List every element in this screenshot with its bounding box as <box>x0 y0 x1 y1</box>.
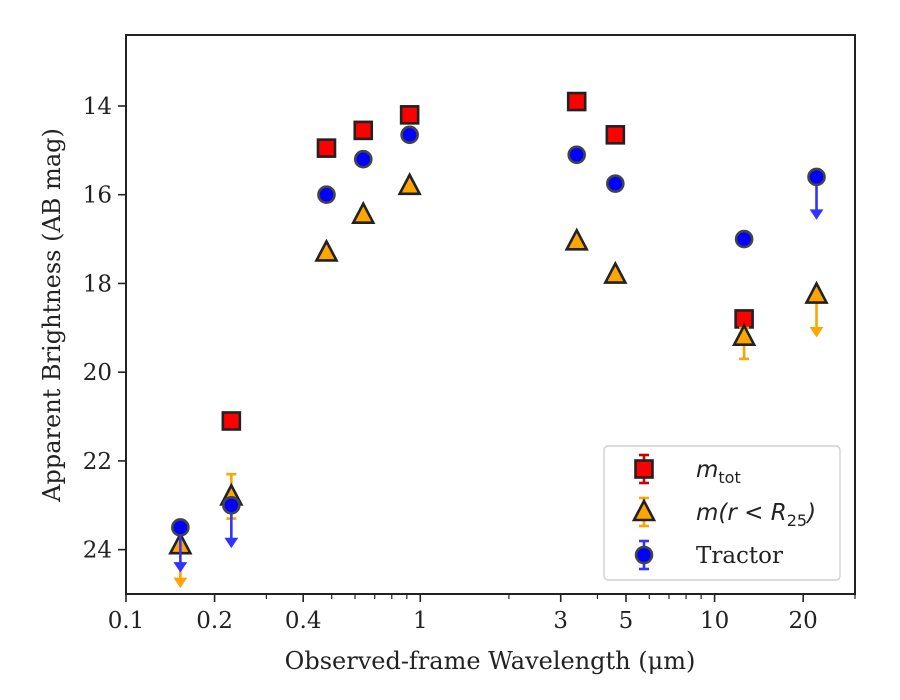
data-point <box>351 200 376 224</box>
data-point <box>222 495 241 515</box>
data-point <box>567 145 587 165</box>
data-point <box>314 238 339 262</box>
data-point <box>566 91 587 112</box>
data-point <box>221 411 242 431</box>
data-point <box>399 105 420 125</box>
legend-label: mtot <box>696 457 741 487</box>
upper-limit-arrow-head <box>809 209 824 220</box>
data-point <box>353 120 374 141</box>
series-2 <box>171 125 826 573</box>
legend-entry: mtot <box>634 453 741 487</box>
legend-label: m(r < R25) <box>696 500 816 530</box>
data-point <box>353 149 373 169</box>
x-tick-label: 0.2 <box>196 608 233 634</box>
x-tick-label: 3 <box>553 608 568 634</box>
y-tick-label: 20 <box>83 360 112 386</box>
data-point <box>171 518 190 537</box>
legend-box <box>603 445 841 581</box>
upper-limit-arrow-head <box>173 577 188 589</box>
data-point <box>316 138 337 158</box>
data-point <box>400 125 419 145</box>
data-point <box>317 185 336 205</box>
y-tick-label: 18 <box>83 271 112 297</box>
legend: mtot m(r < R25) Tractor <box>603 445 841 581</box>
legend-marker <box>634 545 654 565</box>
y-tick-label: 14 <box>83 94 112 120</box>
data-point <box>603 260 628 284</box>
data-point <box>606 174 625 193</box>
upper-limit-arrow-head <box>224 537 239 549</box>
upper-limit-arrow-head <box>173 562 188 573</box>
y-tick-label: 24 <box>83 538 112 564</box>
data-point <box>564 227 589 251</box>
upper-limit-arrow-head <box>809 326 824 338</box>
data-point <box>804 280 829 304</box>
y-tick-label: 22 <box>83 449 112 475</box>
data-point <box>397 172 422 196</box>
x-tick-label: 5 <box>619 608 634 634</box>
x-tick-label: 10 <box>700 608 729 634</box>
legend-label: Tractor <box>696 543 783 569</box>
legend-entry: m(r < R25) <box>631 496 816 530</box>
x-tick-label: 1 <box>413 608 428 634</box>
data-point <box>734 229 754 249</box>
plot-frame <box>125 34 856 595</box>
legend-marker <box>631 498 657 522</box>
data-point <box>807 167 826 187</box>
y-tick-label: 16 <box>83 183 112 209</box>
x-axis-label: Observed-frame Wavelength (μm) <box>285 647 696 675</box>
legend-marker <box>634 459 654 479</box>
legend-entry: Tractor <box>634 539 783 571</box>
data-point <box>605 125 626 145</box>
x-tick-label: 0.4 <box>285 608 322 634</box>
x-tick-label: 20 <box>789 608 818 634</box>
series-0 <box>221 91 754 431</box>
x-tick-label: 0.1 <box>108 608 145 634</box>
data-point <box>731 322 757 346</box>
y-axis: 14 16 18 20 22 24 <box>83 94 126 564</box>
y-axis-label: Apparent Brightness (AB mag) <box>38 128 66 503</box>
x-axis: 0.1 0.2 0.4 1 3 5 10 20 <box>108 594 856 634</box>
